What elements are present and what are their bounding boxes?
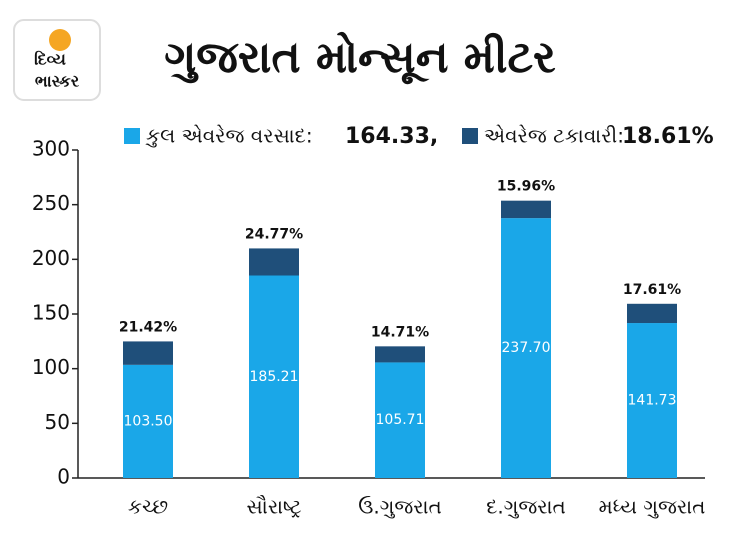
bar-segment <box>501 218 551 478</box>
value-label: 105.71 <box>376 412 425 428</box>
legend-swatch <box>462 128 478 144</box>
x-tick-label: દ.ગુજરાત <box>486 495 566 519</box>
logo-sun <box>49 29 71 51</box>
legend-swatch <box>124 128 140 144</box>
logo-box <box>13 19 101 101</box>
bar-segment <box>375 346 425 363</box>
bar-segment <box>501 200 551 219</box>
logo: દિવ્ય ભાસ્કર <box>13 19 101 101</box>
y-tick-label: 100 <box>32 355 70 379</box>
chart-title: ગુજરાત મોન્સૂન મીટર <box>164 31 556 84</box>
bar-segment <box>627 323 677 478</box>
bar-segment <box>249 248 299 276</box>
y-tick-label: 300 <box>32 137 70 161</box>
value-label: 103.50 <box>124 413 173 429</box>
value-label: 185.21 <box>250 369 299 385</box>
logo-text: દિવ્ય <box>34 50 66 69</box>
value-label: 17.61% <box>623 282 681 298</box>
legend-label: એવરેજ ટકાવારી: <box>484 124 624 148</box>
y-tick-label: 250 <box>32 191 70 215</box>
value-label: 141.73 <box>628 393 677 409</box>
bar-segment <box>375 362 425 478</box>
value-label: 237.70 <box>502 340 551 356</box>
annotation: 164.33, <box>345 124 438 149</box>
logo-text: ભાસ્કર <box>35 72 80 91</box>
value-label: 14.71% <box>371 324 429 340</box>
bar-segment <box>123 364 173 478</box>
annotation: 18.61% <box>622 124 714 149</box>
value-label: 24.77% <box>245 226 303 242</box>
x-tick-label: ઉ.ગુજરાત <box>358 495 442 519</box>
bar-segment <box>627 303 677 324</box>
y-tick-label: 150 <box>32 301 70 325</box>
x-tick-label: સૌરાષ્ટ્ર <box>246 495 301 520</box>
value-label: 15.96% <box>497 179 555 195</box>
bar-segment <box>123 341 173 365</box>
bar-segment <box>249 275 299 478</box>
y-tick-label: 0 <box>57 465 70 489</box>
y-tick-label: 50 <box>45 410 70 434</box>
y-tick-label: 200 <box>32 246 70 270</box>
value-label: 21.42% <box>119 319 177 335</box>
x-tick-label: મધ્ય ગુજરાત <box>599 495 706 519</box>
x-tick-label: કચ્છ <box>128 495 168 519</box>
legend-label: કુલ એવરેજ વરસાદ: <box>145 124 312 148</box>
